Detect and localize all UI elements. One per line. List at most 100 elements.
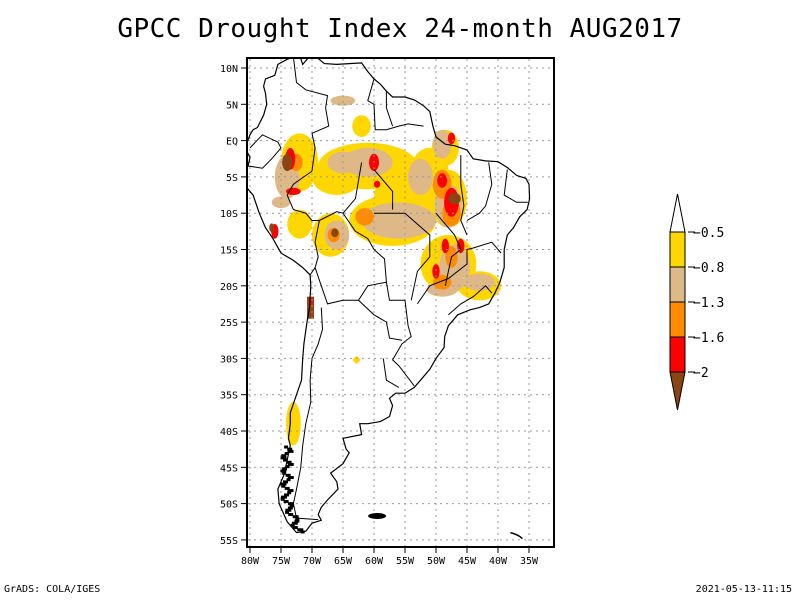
chart-title: GPCC Drought Index 24-month AUG2017 [117,14,683,44]
country-border [286,170,321,276]
archipelago-island [286,478,291,482]
lat-tick-label: 10N [220,64,238,75]
archipelago-island [280,495,287,499]
drought-area-y [352,115,371,137]
lat-tick-label: 5N [226,100,238,111]
colorbar-label: −1.6 [693,331,724,346]
country-border [466,162,493,221]
lat-tick-label: 45S [220,463,238,474]
country-border [460,155,468,236]
archipelago-island [282,471,287,475]
lat-tick-label: 40S [220,427,238,438]
lat-tick-label: 30S [220,354,238,365]
archipelago-island [280,497,285,501]
plot-frame [246,57,555,548]
archipelago-island [284,493,290,497]
country-border [382,358,400,388]
colorbar-segment [669,231,686,268]
archipelago-island [297,528,304,532]
lat-tick-label: 25S [220,318,238,329]
timestamp: 2021-05-13-11:15 [695,584,792,595]
archipelago-island [286,460,292,464]
drought-area-t [361,202,436,239]
country-border [319,211,415,387]
archipelago-island [294,519,300,523]
lon-tick-label: 50W [427,556,446,567]
drought-area-r [447,132,456,145]
drought-area-b [331,228,339,238]
lat-tick-label: EQ [226,137,238,148]
drought-area-t [330,95,356,106]
archipelago-island [281,454,287,458]
archipelago-island [287,462,294,466]
lon-tick-label: 70W [303,556,322,567]
colorbar-label: −2 [693,366,709,381]
archipelago-island [287,476,294,480]
drought-area-t [463,273,495,291]
archipelago-island [287,491,292,495]
drought-area-r [437,173,448,188]
country-border [248,134,282,169]
lon-tick-label: 55W [396,556,415,567]
country-border [435,212,462,286]
archipelago-island [280,456,287,460]
colorbar-segment [669,266,686,303]
drought-area-b [448,192,461,205]
colorbar-segment [669,336,686,373]
colorbar-label: −0.8 [693,261,724,276]
drought-area-t [432,129,452,159]
archipelago-island [295,517,300,521]
colorbar-above-triangle [669,193,686,233]
country-border [314,267,387,305]
colorbar-segment [669,301,686,338]
south-georgia-island [510,531,523,540]
archipelago-island [281,484,286,488]
archipelago-island [291,521,298,525]
lat-tick-label: 10S [220,209,238,220]
archipelago-island [292,526,298,530]
country-border [373,169,394,210]
archipelago-island [283,458,288,462]
archipelago-island [290,523,295,527]
drought-area-r [441,238,449,254]
archipelago-island [280,482,287,486]
drought-area-b [282,153,293,172]
drought-area-t [408,158,433,195]
archipelago-island [300,530,305,534]
country-border [503,169,528,203]
archipelago-island [283,499,289,503]
grads-credit: GrADS: COLA/IGES [4,584,101,595]
lon-tick-label: 35W [520,556,539,567]
country-border [293,58,330,172]
drought-area-y [352,355,361,365]
country-border [385,91,394,127]
archipelago-island [292,515,299,519]
archipelago-island [287,502,294,506]
colorbar-legend: −0.5 −0.8 −1.3 −1.6 −2 [669,193,724,411]
archipelago-island [287,489,294,493]
drought-area-b [269,223,275,233]
archipelago-island [289,504,294,508]
drought-area-b [307,296,315,319]
lat-tick-label: 5S [226,173,238,184]
archipelago-island [282,467,288,471]
south-america-coastline [247,58,531,534]
lon-tick-label: 75W [272,556,291,567]
archipelago-island [288,513,294,517]
archipelago-island [285,510,290,514]
lon-tick-label: 80W [241,556,260,567]
lat-tick-label: 20S [220,282,238,293]
archipelago-island [285,508,292,512]
grid-lines [248,59,553,546]
lat-tick-label: 35S [220,391,238,402]
archipelago-island [284,452,289,456]
lat-tick-label: 55S [220,536,238,547]
colorbar-label: −1.3 [693,296,724,311]
lon-tick-label: 65W [334,556,353,567]
drought-area-y [287,209,312,239]
lon-axis: 80W 75W 70W 65W 60W 55W 50W 45W 40W 35W [241,547,539,567]
drought-area-t [343,147,393,177]
drought-area-r [432,264,440,279]
lat-axis: 10N 5N EQ 5S 10S 15S 20S 25S 30S 35S 40S 45S 50S 55S [220,64,247,547]
colorbar-below-triangle [669,371,686,411]
